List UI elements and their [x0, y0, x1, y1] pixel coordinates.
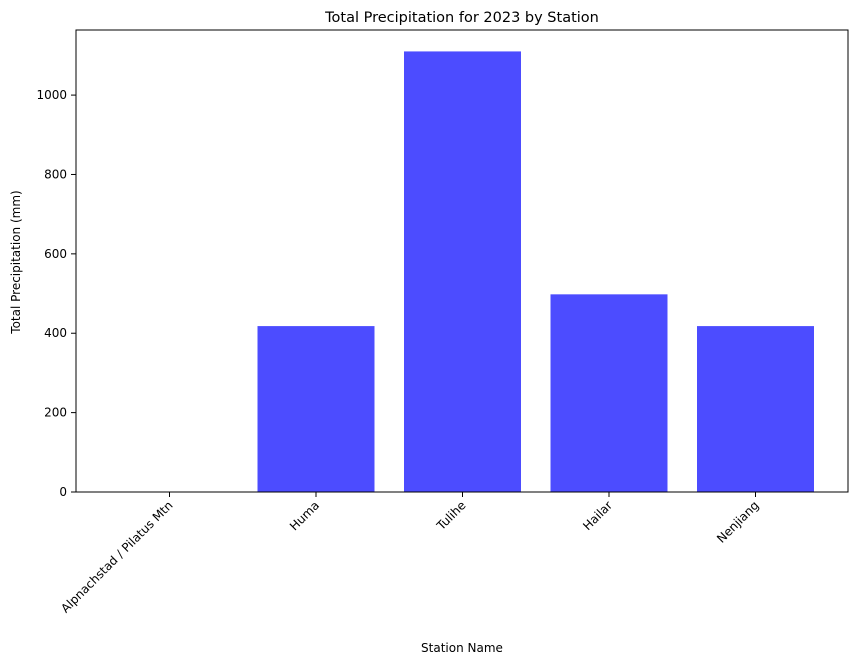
y-tick-label: 400: [44, 326, 67, 340]
plot-area: [257, 51, 814, 493]
plot-frame: [75, 29, 849, 493]
y-axis: 0 200 400 600 800 1000: [36, 88, 76, 499]
x-axis-label: Station Name: [421, 641, 503, 655]
bar-1: [257, 326, 375, 492]
bar-3: [550, 294, 668, 492]
y-tick-label: 600: [44, 247, 67, 261]
y-axis-label: Total Precipitation (mm): [9, 190, 23, 334]
y-tick-label: 200: [44, 406, 67, 420]
y-tick-label: 800: [44, 167, 67, 181]
chart-title: Total Precipitation for 2023 by Station: [324, 10, 599, 26]
bar-4: [697, 326, 814, 492]
bar-2: [404, 51, 521, 493]
y-tick-label: 0: [59, 485, 67, 499]
y-tick-label: 1000: [36, 88, 67, 102]
